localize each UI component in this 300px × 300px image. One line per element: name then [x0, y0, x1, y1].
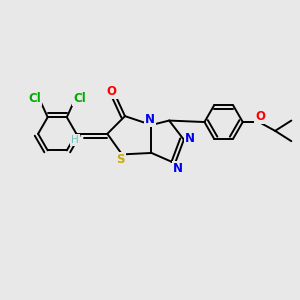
Text: H: H [71, 135, 79, 145]
Text: N: N [185, 132, 195, 145]
Text: O: O [107, 85, 117, 98]
Text: N: N [145, 113, 155, 127]
Text: Cl: Cl [28, 92, 41, 105]
Text: Cl: Cl [73, 92, 86, 105]
Text: O: O [255, 110, 266, 123]
Text: S: S [116, 153, 125, 166]
Text: N: N [173, 162, 183, 175]
